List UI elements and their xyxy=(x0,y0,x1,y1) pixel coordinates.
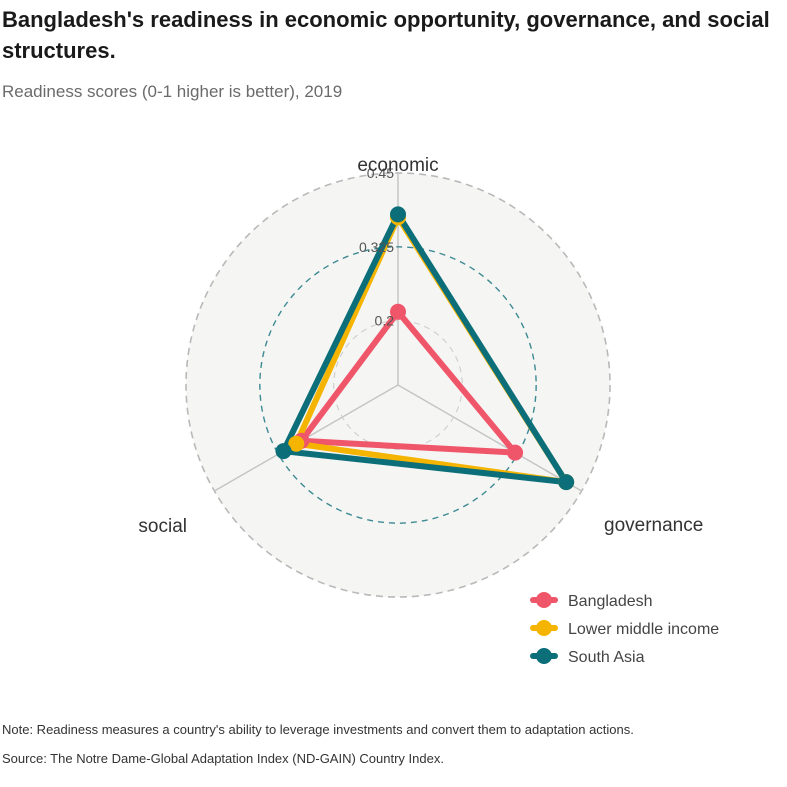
series-line-0 xyxy=(298,308,519,456)
data-point-1-social xyxy=(288,435,305,452)
legend-key-dot xyxy=(536,592,552,608)
grid-ring-0.325 xyxy=(259,246,537,524)
axis-label-governance: governance xyxy=(604,515,703,536)
chart-note: Note: Readiness measures a country's abi… xyxy=(2,722,634,737)
chart-series xyxy=(275,206,575,491)
tick-label: 0.325 xyxy=(359,239,394,255)
data-point-2-governance xyxy=(558,474,575,491)
data-point-2-social xyxy=(275,443,292,460)
axis-label-economic: economic xyxy=(357,155,438,176)
chart-source: Source: The Notre Dame-Global Adaptation… xyxy=(2,751,444,766)
legend-key-dot xyxy=(536,648,552,664)
chart-legend: Bangladesh Lower middle income South Asia xyxy=(530,592,719,666)
chart-subtitle: Readiness scores (0-1 higher is better),… xyxy=(2,82,343,101)
series-line-2 xyxy=(280,211,570,486)
legend-label: Bangladesh xyxy=(568,593,653,610)
legend-label: Lower middle income xyxy=(568,621,719,638)
tick-label: 0.2 xyxy=(375,313,395,329)
chart-title: Bangladesh's readiness in economic oppor… xyxy=(2,7,770,63)
legend-label: South Asia xyxy=(568,649,645,666)
data-point-2-economic xyxy=(390,206,406,223)
data-point-0-economic xyxy=(390,303,406,320)
spoke-governance xyxy=(397,384,582,492)
tick-label: 0.45 xyxy=(367,165,394,181)
data-point-0-governance xyxy=(507,444,524,461)
axis-label-social: social xyxy=(138,516,187,537)
legend-key-dot xyxy=(536,620,552,636)
